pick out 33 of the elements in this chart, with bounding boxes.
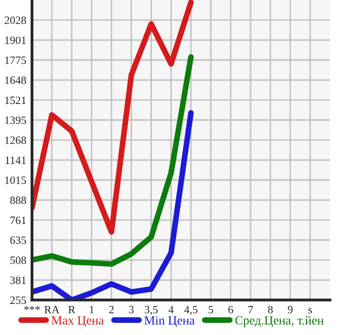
x-tick-label: R	[68, 306, 76, 314]
y-tick-label: 1395	[5, 116, 26, 124]
y-tick-label: 1901	[5, 36, 26, 44]
x-tick-label: 4,5	[184, 306, 198, 315]
legend-label: Min Цена	[144, 316, 195, 328]
y-tick-label: 1521	[5, 96, 26, 104]
x-tick-label: RA	[44, 306, 60, 314]
x-tick-label: 6	[228, 306, 234, 314]
y-tick-label: 761	[10, 216, 26, 224]
x-tick-label: 8	[268, 306, 273, 314]
x-tick-label: 4	[168, 306, 174, 314]
x-tick-label: 9	[288, 306, 293, 314]
y-tick-label: 1141	[6, 156, 26, 164]
y-tick-label: 888	[10, 196, 26, 204]
y-tick-label: 1648	[5, 76, 26, 84]
y-tick-label: 2028	[4, 16, 26, 24]
y-tick-label: 1775	[5, 56, 26, 64]
y-tick-label: 1268	[5, 136, 26, 144]
x-tick-label: 7	[248, 306, 253, 314]
y-tick-label: 1015	[5, 176, 26, 184]
x-tick-label: 2	[109, 306, 114, 314]
x-tick-label: 3	[129, 306, 134, 314]
x-tick-label: ***	[24, 306, 40, 310]
y-tick-label: 635	[10, 236, 26, 244]
y-tick-label: 381	[10, 276, 26, 284]
y-tick-label: 255	[10, 296, 26, 304]
legend-label: Max Цена	[52, 316, 104, 328]
x-tick-label: s	[308, 308, 312, 314]
x-tick-label: 5	[208, 306, 214, 314]
legend-label: Сред.Цена, т.йен	[235, 316, 324, 328]
x-tick-label: 1	[90, 306, 94, 314]
x-tick-label: 3,5	[144, 306, 158, 315]
y-tick-label: 508	[10, 256, 26, 264]
